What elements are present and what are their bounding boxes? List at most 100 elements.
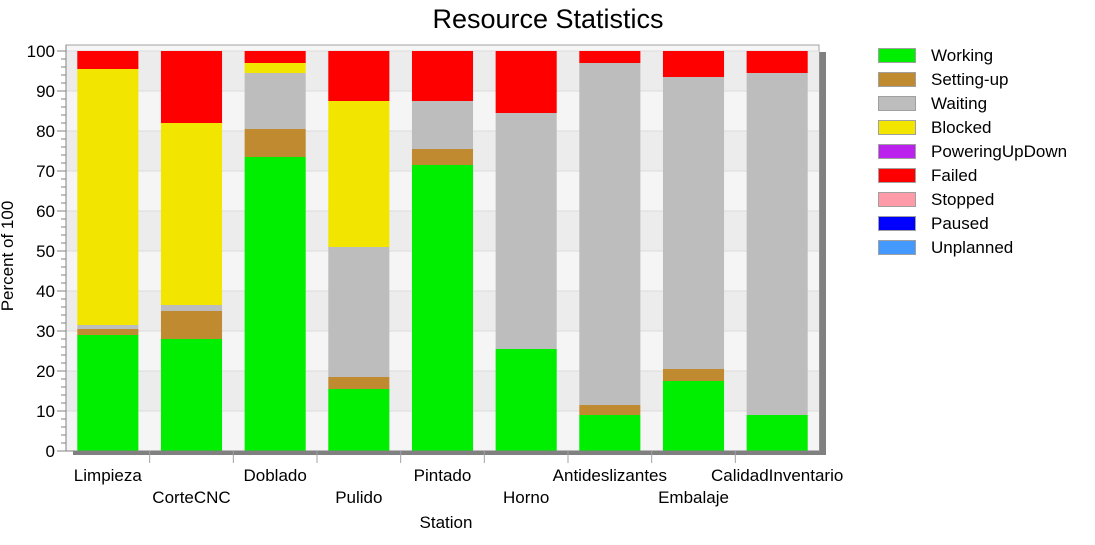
y-tick-label: 70 <box>36 162 55 181</box>
bar-segment-waiting <box>746 73 808 415</box>
x-tick-label: Doblado <box>244 466 307 485</box>
bar-segment-setting-up <box>244 129 306 157</box>
bar-segment-failed <box>746 51 808 73</box>
bar-segment-setting-up <box>579 405 641 415</box>
y-tick-label: 100 <box>27 42 55 61</box>
x-tick-label: Limpieza <box>74 466 143 485</box>
x-axis-label: Station <box>420 513 473 532</box>
legend-label: Paused <box>931 214 989 233</box>
legend-item: Paused <box>878 213 1088 237</box>
bar-stack-horno <box>495 51 557 451</box>
legend-item: Stopped <box>878 189 1088 213</box>
legend-swatch <box>878 96 916 111</box>
bar-segment-setting-up <box>160 311 223 339</box>
bar-segment-blocked <box>244 63 306 73</box>
bar-segment-failed <box>662 51 725 77</box>
bar-segment-working <box>411 165 474 451</box>
legend-swatch <box>878 144 916 159</box>
bar-stack-embalaje <box>662 51 725 451</box>
bar-segment-working <box>160 339 223 451</box>
bar-segment-waiting <box>328 247 390 377</box>
bar-segment-working <box>495 349 557 451</box>
y-tick-label: 0 <box>46 442 55 461</box>
bar-segment-failed <box>495 51 557 113</box>
y-tick-label: 40 <box>36 282 55 301</box>
legend-label: Waiting <box>931 94 988 113</box>
legend-label: Stopped <box>931 190 995 209</box>
bar-segment-waiting <box>160 305 223 311</box>
legend-label: Setting-up <box>931 70 1009 89</box>
legend-swatch <box>878 120 916 135</box>
bar-stack-cortecnc <box>160 51 223 451</box>
legend-item: PoweringUpDown <box>878 141 1088 165</box>
bar-segment-failed <box>411 51 474 101</box>
bar-segment-working <box>244 157 306 451</box>
bar-segment-blocked <box>328 101 390 247</box>
y-tick-label: 90 <box>36 82 55 101</box>
bar-stack-calidadinventario <box>746 51 808 451</box>
legend-swatch <box>878 168 916 183</box>
legend-swatch <box>878 192 916 207</box>
bar-segment-setting-up <box>411 149 474 165</box>
y-axis-label: Percent of 100 <box>0 201 17 312</box>
y-tick-label: 20 <box>36 362 55 381</box>
legend: Working Setting-up Waiting Blocked PoweringU… <box>878 45 1088 261</box>
y-tick-label: 80 <box>36 122 55 141</box>
bar-segment-working <box>662 381 725 451</box>
y-tick-label: 50 <box>36 242 55 261</box>
legend-item: Working <box>878 45 1088 69</box>
bar-segment-failed <box>244 51 306 63</box>
legend-item: Setting-up <box>878 69 1088 93</box>
bar-segment-working <box>77 335 139 451</box>
bar-segment-waiting <box>244 73 306 129</box>
bar-segment-waiting <box>579 63 641 405</box>
legend-item: Failed <box>878 165 1088 189</box>
legend-swatch <box>878 240 916 255</box>
legend-swatch <box>878 72 916 87</box>
legend-label: Unplanned <box>931 238 1014 257</box>
legend-swatch <box>878 48 916 63</box>
legend-label: PoweringUpDown <box>931 142 1068 161</box>
bar-segment-working <box>579 415 641 451</box>
x-tick-label: Pintado <box>414 466 472 485</box>
bar-segment-waiting <box>662 77 725 369</box>
bar-stack-pintado <box>411 51 474 451</box>
bar-segment-waiting <box>495 113 557 349</box>
legend-label: Failed <box>931 166 978 185</box>
legend-item: Blocked <box>878 117 1088 141</box>
bar-segment-blocked <box>77 69 139 325</box>
bar-segment-setting-up <box>662 369 725 381</box>
bar-segment-working <box>746 415 808 451</box>
legend-label: Working <box>931 46 994 65</box>
legend-item: Unplanned <box>878 237 1088 261</box>
legend-item: Waiting <box>878 93 1088 117</box>
bar-segment-failed <box>160 51 223 123</box>
bar-segment-failed <box>579 51 641 63</box>
bar-stack-pulido <box>328 51 390 451</box>
y-axis: 0 10 20 30 40 50 60 70 80 90 100 <box>27 42 67 461</box>
chart-title: Resource Statistics <box>432 4 663 34</box>
x-tick-label: Pulido <box>335 488 382 507</box>
legend-swatch <box>878 216 916 231</box>
bar-segment-waiting <box>77 325 139 329</box>
bars <box>77 51 808 451</box>
bar-stack-doblado <box>244 51 306 451</box>
bar-stack-limpieza <box>77 51 139 451</box>
x-tick-label: CorteCNC <box>152 488 230 507</box>
y-tick-label: 30 <box>36 322 55 341</box>
bar-segment-setting-up <box>77 329 139 335</box>
bar-segment-failed <box>328 51 390 101</box>
legend-label: Blocked <box>931 118 992 137</box>
bar-segment-waiting <box>411 101 474 149</box>
x-tick-label: Embalaje <box>658 488 729 507</box>
bar-segment-failed <box>77 51 139 69</box>
y-tick-label: 10 <box>36 402 55 421</box>
bar-segment-working <box>328 389 390 451</box>
y-tick-label: 60 <box>36 202 55 221</box>
x-tick-label: Antideslizantes <box>553 466 667 485</box>
x-tick-label: CalidadInventario <box>711 466 843 485</box>
bar-stack-antideslizantes <box>579 51 641 451</box>
bar-segment-setting-up <box>328 377 390 389</box>
